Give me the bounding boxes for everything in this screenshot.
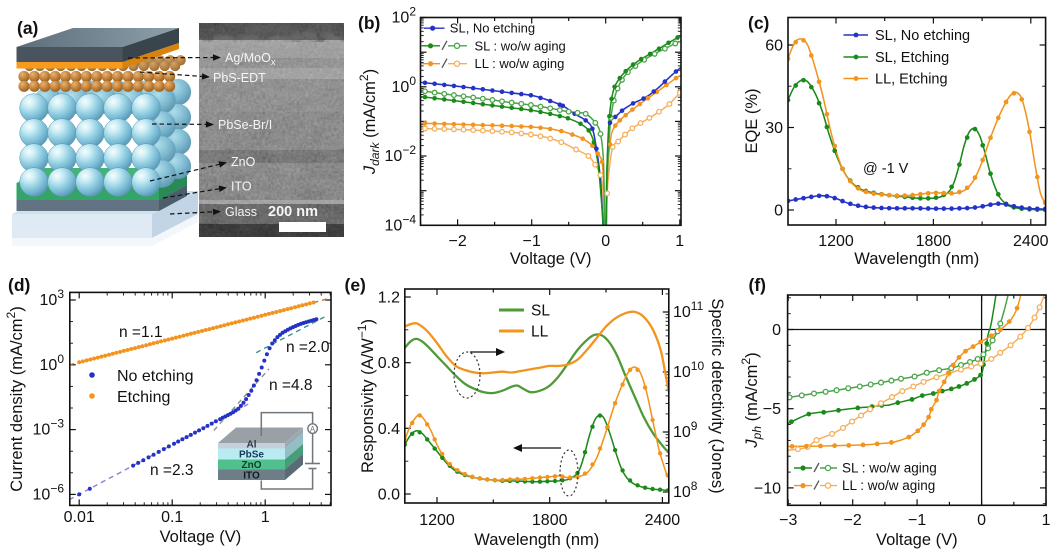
svg-text:SL, No etching: SL, No etching (875, 28, 970, 44)
svg-text:−1: −1 (908, 512, 926, 529)
svg-text:1: 1 (261, 509, 270, 526)
svg-text:(a): (a) (17, 18, 38, 38)
svg-text:PbSe: PbSe (239, 450, 264, 461)
svg-text:1800: 1800 (532, 512, 568, 529)
svg-text:LL, Etching: LL, Etching (875, 72, 948, 88)
svg-text:−2: −2 (844, 512, 862, 529)
svg-text:SL, No etching: SL, No etching (450, 21, 535, 36)
svg-text:(e): (e) (345, 275, 366, 295)
svg-text:ZnO: ZnO (231, 155, 256, 169)
svg-text:n =2.3: n =2.3 (150, 462, 194, 479)
svg-text:−2: −2 (448, 233, 466, 250)
svg-text:n =1.1: n =1.1 (119, 324, 163, 341)
svg-text:0: 0 (601, 233, 610, 250)
svg-text:SL : wo/w aging: SL : wo/w aging (475, 38, 566, 53)
svg-text:0.8: 0.8 (378, 355, 400, 372)
svg-text:Voltage (V): Voltage (V) (876, 531, 958, 549)
svg-text:1200: 1200 (818, 233, 854, 250)
svg-text:Wavelength (nm): Wavelength (nm) (854, 250, 979, 268)
svg-text:200 nm: 200 nm (268, 204, 318, 220)
svg-text:SL : wo/w aging: SL : wo/w aging (842, 461, 937, 476)
svg-text:2400: 2400 (1013, 233, 1049, 250)
svg-text:ITO: ITO (231, 180, 252, 194)
svg-text:0: 0 (774, 203, 783, 220)
svg-text:Wavelength (nm): Wavelength (nm) (474, 531, 599, 549)
svg-text:Responsivity (A/W−1): Responsivity (A/W−1) (355, 319, 377, 473)
svg-text:@ -1 V: @ -1 V (863, 161, 909, 177)
svg-text:n =4.8: n =4.8 (269, 377, 313, 394)
svg-text:EQE (%): EQE (%) (743, 88, 761, 153)
svg-text:(f): (f) (749, 275, 766, 295)
svg-text:0.0: 0.0 (378, 487, 400, 504)
svg-text:A: A (310, 425, 316, 434)
svg-text:1200: 1200 (419, 512, 455, 529)
svg-text:Voltage (V): Voltage (V) (160, 528, 242, 546)
svg-text:(d): (d) (8, 275, 30, 295)
svg-text:1: 1 (675, 233, 684, 250)
svg-text:PbSe-Br/I: PbSe-Br/I (218, 118, 272, 132)
svg-text:(b): (b) (358, 13, 380, 33)
svg-text:−10: −10 (754, 480, 781, 497)
svg-text:Current density (mA/cm2): Current density (mA/cm2) (4, 306, 26, 491)
svg-text:60: 60 (765, 38, 783, 55)
svg-text:LL : wo/w aging: LL : wo/w aging (475, 56, 565, 71)
svg-text:0.4: 0.4 (378, 421, 400, 438)
svg-text:Voltage (V): Voltage (V) (510, 250, 592, 268)
svg-text:SL, Etching: SL, Etching (875, 50, 949, 66)
svg-text:1.2: 1.2 (378, 289, 400, 306)
svg-text:30: 30 (765, 120, 783, 137)
svg-text:0: 0 (977, 512, 986, 529)
svg-text:−5: −5 (763, 401, 781, 418)
svg-text:Glass: Glass (225, 205, 257, 219)
svg-text:ITO: ITO (243, 470, 260, 481)
svg-text:PbS-EDT: PbS-EDT (213, 71, 266, 85)
svg-text:(c): (c) (748, 13, 769, 33)
svg-text:SL: SL (531, 303, 550, 320)
svg-text:2400: 2400 (645, 512, 681, 529)
svg-text:LL: LL (531, 324, 549, 341)
svg-text:Specific detectivity (Jones): Specific detectivity (Jones) (708, 298, 726, 493)
svg-text:Etching: Etching (117, 389, 170, 406)
svg-text:No etching: No etching (117, 368, 194, 385)
svg-text:−3: −3 (779, 512, 797, 529)
svg-text:0.1: 0.1 (161, 509, 183, 526)
svg-text:n =2.0: n =2.0 (286, 339, 330, 356)
svg-text:−1: −1 (523, 233, 541, 250)
svg-text:LL : wo/w aging: LL : wo/w aging (842, 478, 935, 493)
svg-text:0: 0 (772, 322, 781, 339)
svg-text:1800: 1800 (916, 233, 952, 250)
svg-text:0.01: 0.01 (64, 509, 95, 526)
svg-text:1: 1 (1042, 512, 1051, 529)
